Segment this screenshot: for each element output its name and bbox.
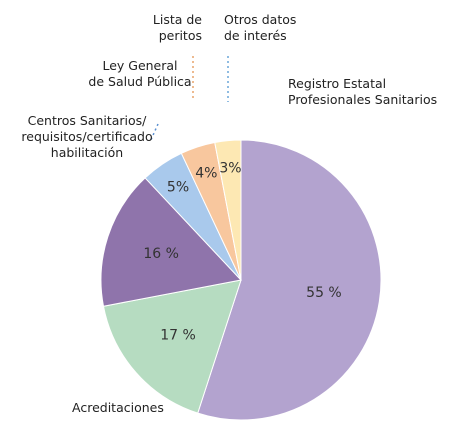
pie-slice (102, 279, 242, 414)
category-label: Lista de peritos (152, 12, 202, 43)
data-label: 16 % (143, 246, 179, 262)
data-label: 4% (195, 165, 217, 181)
pie-slice (100, 177, 242, 307)
pie-slice (197, 139, 382, 421)
data-label: 3% (219, 160, 241, 176)
leader-line (149, 123, 159, 143)
category-label: Registro Estatal Profesionales Sanitario… (288, 76, 438, 107)
data-label: 5% (167, 179, 189, 195)
category-label: Centros Sanitarios/ requisitos/certifica… (21, 113, 153, 160)
category-label: Acreditaciones (72, 400, 164, 415)
leader-lines (149, 56, 229, 143)
data-label: 55 % (306, 285, 342, 301)
pie-slice (214, 139, 242, 281)
category-label: Otros datos de interés (224, 12, 297, 43)
category-label: Ley General de Salud Pública (88, 58, 192, 89)
data-label: 17 % (160, 328, 196, 344)
